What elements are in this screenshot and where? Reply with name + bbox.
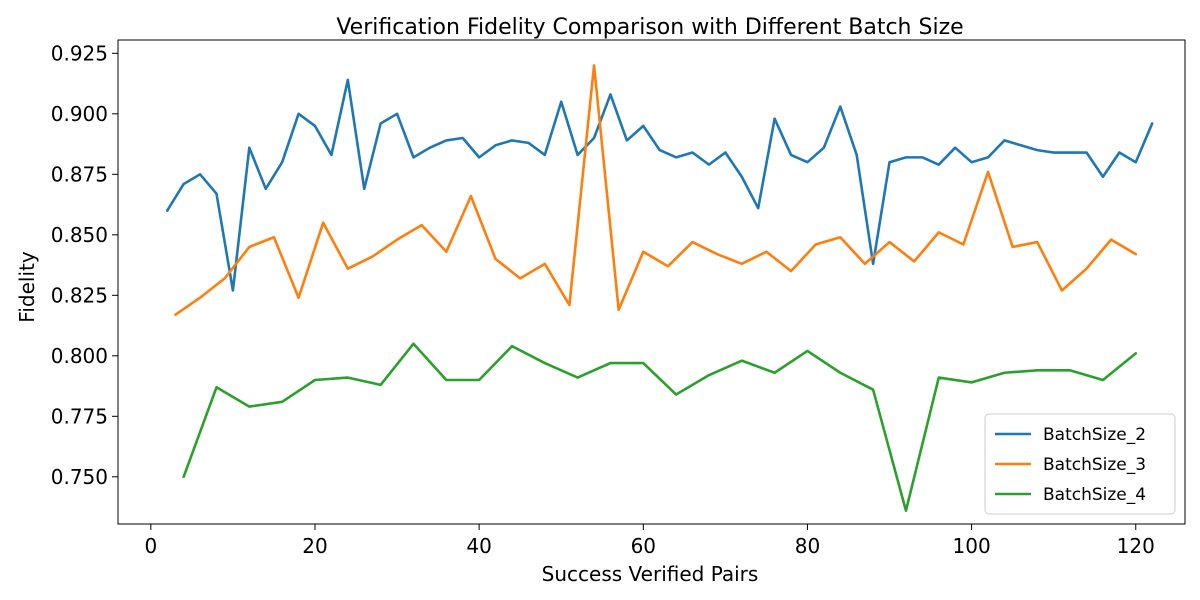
y-tick-label: 0.875 (51, 162, 108, 186)
legend-label-batchsize-3: BatchSize_3 (1043, 455, 1146, 475)
legend-label-batchsize-4: BatchSize_4 (1043, 485, 1146, 505)
x-tick-label: 80 (795, 534, 820, 558)
plot-area (117, 39, 1186, 525)
y-axis-label: Fidelity (15, 251, 39, 323)
legend: BatchSize_2 BatchSize_3 BatchSize_4 (984, 413, 1176, 515)
y-tick-label: 0.850 (51, 223, 108, 247)
y-tick-label: 0.900 (51, 102, 108, 126)
y-tick-label: 0.925 (51, 41, 108, 65)
y-tick-label: 0.800 (51, 344, 108, 368)
chart-title: Verification Fidelity Comparison with Di… (336, 15, 963, 40)
x-tick-label: 100 (953, 534, 991, 558)
series-line-batchsize-3 (174, 64, 1138, 316)
y-tick-label: 0.825 (51, 283, 108, 307)
x-tick-label: 40 (466, 534, 491, 558)
y-tick-label: 0.750 (51, 465, 108, 489)
series-line-batchsize-4 (182, 342, 1138, 512)
x-tick-label: 60 (631, 534, 656, 558)
x-axis: 0 20 40 60 80 100 120 (144, 524, 1155, 558)
x-tick-label: 120 (1117, 534, 1155, 558)
x-axis-label: Success Verified Pairs (542, 562, 759, 586)
legend-label-batchsize-2: BatchSize_2 (1043, 425, 1146, 445)
series-line-batchsize-2 (165, 78, 1154, 292)
plot-frame (117, 39, 1186, 525)
y-axis: 0.750 0.775 0.800 0.825 0.850 0.875 0.900 0.925 (51, 41, 118, 489)
x-tick-label: 20 (302, 534, 327, 558)
y-tick-label: 0.775 (51, 404, 108, 428)
legend-box (984, 413, 1176, 515)
x-tick-label: 0 (144, 534, 157, 558)
